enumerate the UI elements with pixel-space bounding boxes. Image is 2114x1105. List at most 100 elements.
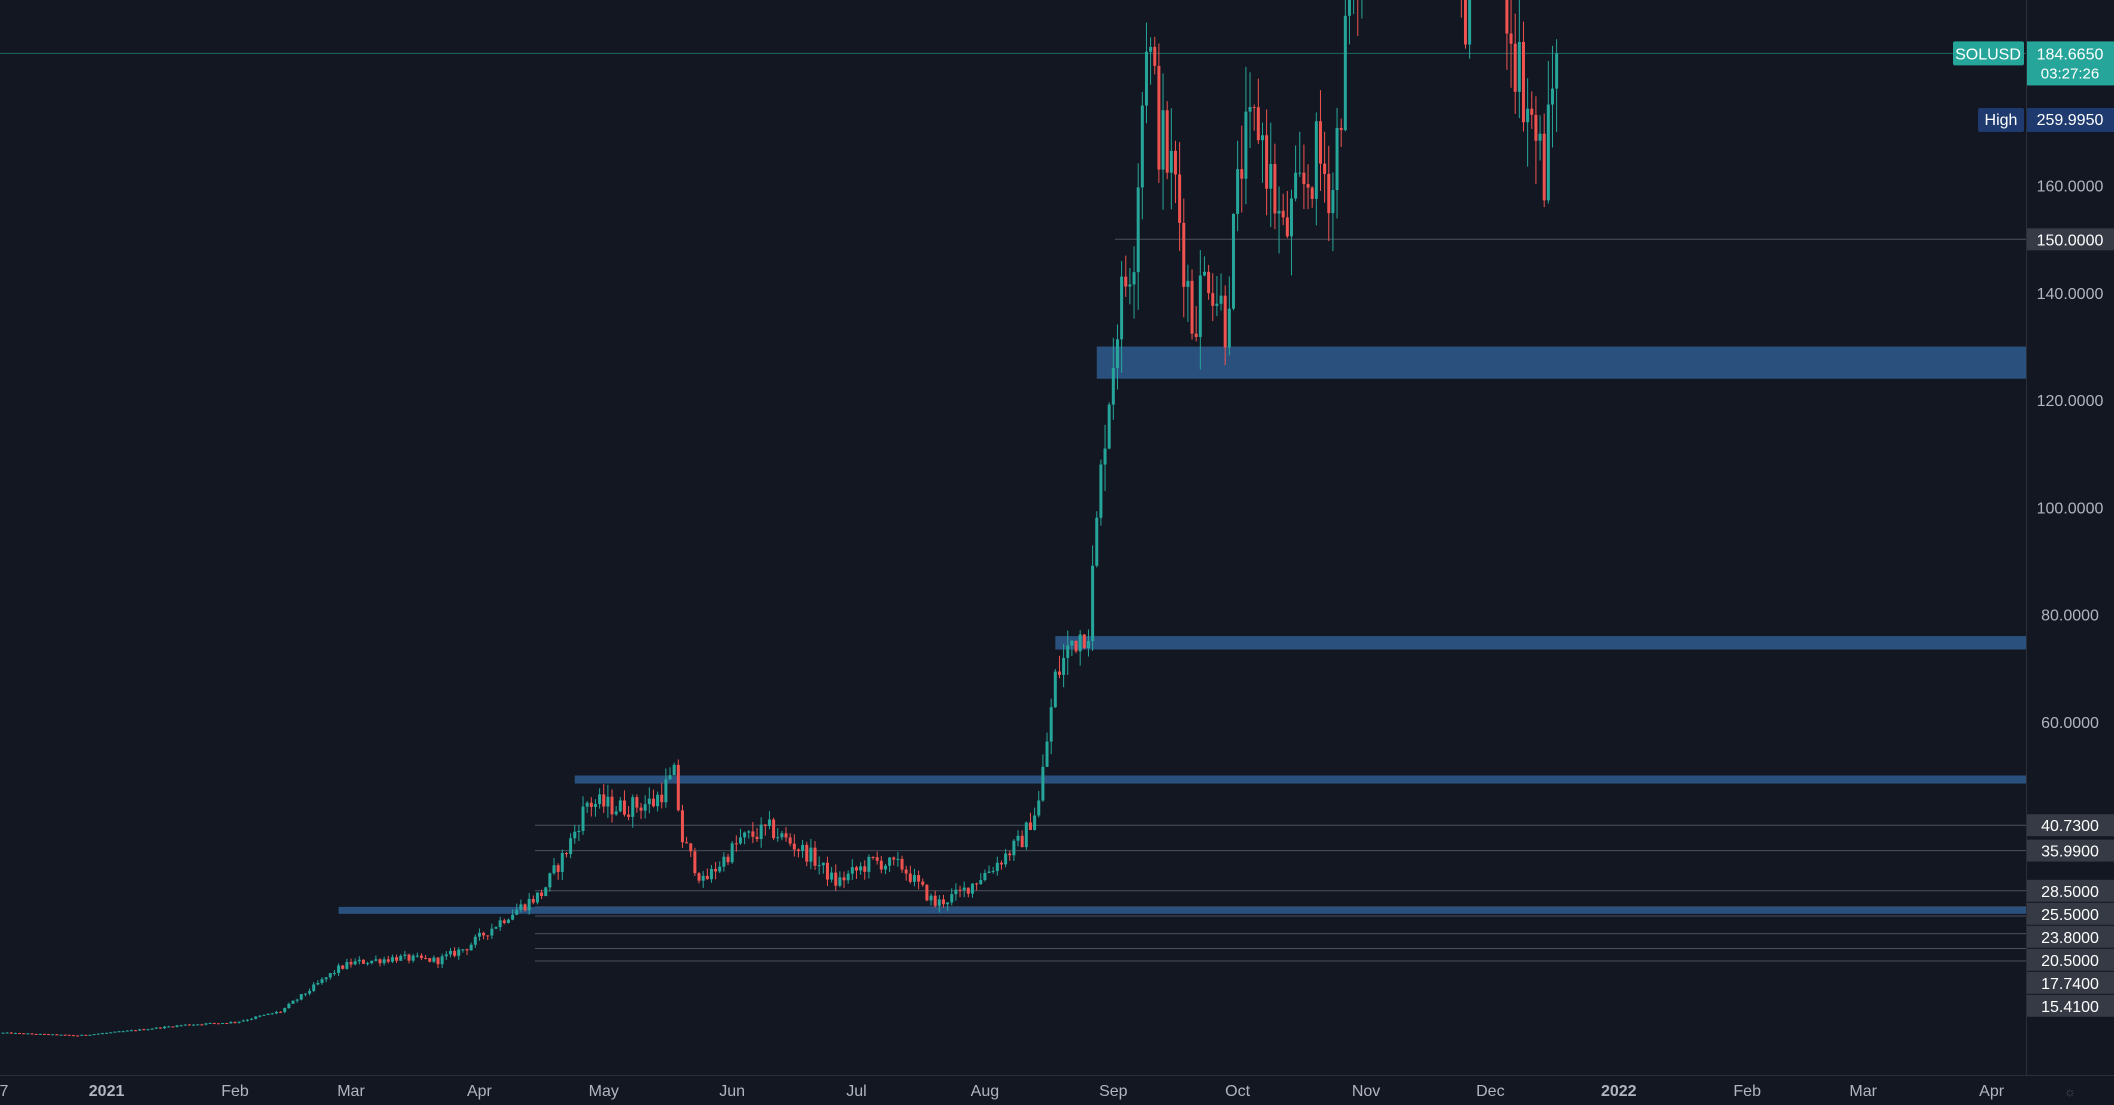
candle-body[interactable] bbox=[1099, 464, 1103, 518]
candle-body[interactable] bbox=[411, 955, 415, 961]
candle-body[interactable] bbox=[1505, 0, 1509, 34]
candle-body[interactable] bbox=[937, 899, 941, 906]
candle-body[interactable] bbox=[30, 1033, 34, 1035]
candle-body[interactable] bbox=[693, 851, 697, 874]
candle-body[interactable] bbox=[1211, 293, 1215, 306]
candle-body[interactable] bbox=[1289, 198, 1293, 237]
candle-body[interactable] bbox=[747, 831, 751, 833]
candles[interactable] bbox=[1, 0, 1559, 1037]
candle-body[interactable] bbox=[461, 949, 465, 951]
candle-body[interactable] bbox=[1186, 280, 1190, 287]
candle-body[interactable] bbox=[212, 1022, 216, 1024]
candle-body[interactable] bbox=[1314, 121, 1318, 199]
candle-body[interactable] bbox=[867, 856, 871, 872]
candle-body[interactable] bbox=[349, 962, 353, 965]
candle-body[interactable] bbox=[535, 892, 539, 903]
candle-body[interactable] bbox=[863, 866, 867, 872]
candle-body[interactable] bbox=[917, 875, 921, 882]
candle-body[interactable] bbox=[117, 1031, 121, 1033]
candle-body[interactable] bbox=[1534, 114, 1538, 141]
candle-body[interactable] bbox=[245, 1019, 249, 1021]
candle-body[interactable] bbox=[892, 857, 896, 860]
candle-body[interactable] bbox=[419, 955, 423, 959]
candle-body[interactable] bbox=[1244, 111, 1248, 179]
support-zone[interactable] bbox=[1096, 346, 2026, 379]
candle-body[interactable] bbox=[59, 1034, 63, 1036]
candle-body[interactable] bbox=[1530, 108, 1534, 115]
candle-body[interactable] bbox=[287, 1003, 291, 1009]
candle-body[interactable] bbox=[1012, 840, 1016, 856]
candle-body[interactable] bbox=[92, 1034, 96, 1036]
candle-body[interactable] bbox=[1049, 707, 1053, 742]
candle-body[interactable] bbox=[440, 956, 444, 965]
candle-body[interactable] bbox=[705, 875, 709, 880]
candle-body[interactable] bbox=[564, 852, 568, 855]
candle-body[interactable] bbox=[1016, 835, 1020, 841]
support-zone[interactable] bbox=[574, 775, 2026, 784]
candle-body[interactable] bbox=[1273, 163, 1277, 214]
candle-body[interactable] bbox=[1140, 105, 1144, 188]
candle-body[interactable] bbox=[138, 1029, 142, 1031]
candle-body[interactable] bbox=[772, 819, 776, 839]
candle-body[interactable] bbox=[726, 856, 730, 863]
candle-body[interactable] bbox=[593, 803, 597, 807]
candle-body[interactable] bbox=[51, 1034, 55, 1036]
candle-body[interactable] bbox=[519, 904, 523, 910]
candle-body[interactable] bbox=[738, 837, 742, 844]
settings-icon[interactable]: ☼ bbox=[2064, 1084, 2076, 1099]
candle-body[interactable] bbox=[680, 810, 684, 843]
candle-body[interactable] bbox=[1202, 271, 1206, 276]
candle-body[interactable] bbox=[776, 837, 780, 839]
candle-body[interactable] bbox=[585, 802, 589, 807]
candle-body[interactable] bbox=[610, 796, 614, 815]
candle-body[interactable] bbox=[523, 904, 527, 911]
candle-body[interactable] bbox=[312, 984, 316, 991]
candle-body[interactable] bbox=[1339, 127, 1343, 131]
candle-body[interactable] bbox=[1082, 634, 1086, 648]
candle-body[interactable] bbox=[395, 957, 399, 961]
candle-body[interactable] bbox=[1066, 645, 1070, 658]
candle-body[interactable] bbox=[767, 819, 771, 827]
candle-body[interactable] bbox=[946, 902, 950, 905]
candle-body[interactable] bbox=[950, 894, 954, 903]
candle-body[interactable] bbox=[1281, 210, 1285, 218]
candle-body[interactable] bbox=[651, 798, 655, 807]
candle-body[interactable] bbox=[26, 1033, 30, 1035]
candle-body[interactable] bbox=[1153, 46, 1157, 66]
candle-body[interactable] bbox=[556, 865, 560, 872]
candle-body[interactable] bbox=[788, 837, 792, 844]
candle-body[interactable] bbox=[291, 1000, 295, 1004]
candle-body[interactable] bbox=[1298, 172, 1302, 174]
candle-body[interactable] bbox=[1265, 135, 1269, 189]
candle-body[interactable] bbox=[1074, 640, 1078, 652]
candle-body[interactable] bbox=[1149, 46, 1153, 52]
candle-body[interactable] bbox=[125, 1030, 129, 1032]
candle-body[interactable] bbox=[1144, 51, 1148, 106]
candle-body[interactable] bbox=[71, 1035, 75, 1037]
candle-body[interactable] bbox=[1555, 53, 1559, 89]
candle-body[interactable] bbox=[498, 920, 502, 928]
candle-body[interactable] bbox=[531, 898, 535, 903]
candle-body[interactable] bbox=[1037, 800, 1041, 816]
candle-body[interactable] bbox=[361, 959, 365, 964]
candle-body[interactable] bbox=[1277, 210, 1281, 214]
candle-body[interactable] bbox=[801, 844, 805, 851]
candle-body[interactable] bbox=[55, 1034, 59, 1036]
candle-body[interactable] bbox=[80, 1034, 84, 1036]
candle-body[interactable] bbox=[589, 802, 593, 807]
candle-body[interactable] bbox=[560, 852, 564, 872]
candle-body[interactable] bbox=[262, 1014, 266, 1016]
candle-body[interactable] bbox=[1078, 634, 1082, 652]
candle-body[interactable] bbox=[13, 1033, 17, 1035]
candle-body[interactable] bbox=[755, 836, 759, 840]
candle-body[interactable] bbox=[1347, 0, 1351, 16]
candle-body[interactable] bbox=[1045, 741, 1049, 767]
candle-body[interactable] bbox=[337, 965, 341, 973]
candle-body[interactable] bbox=[1240, 169, 1244, 179]
candle-body[interactable] bbox=[627, 814, 631, 817]
candle-body[interactable] bbox=[486, 935, 490, 937]
candle-body[interactable] bbox=[233, 1021, 237, 1023]
candle-body[interactable] bbox=[390, 957, 394, 962]
candle-body[interactable] bbox=[809, 847, 813, 862]
